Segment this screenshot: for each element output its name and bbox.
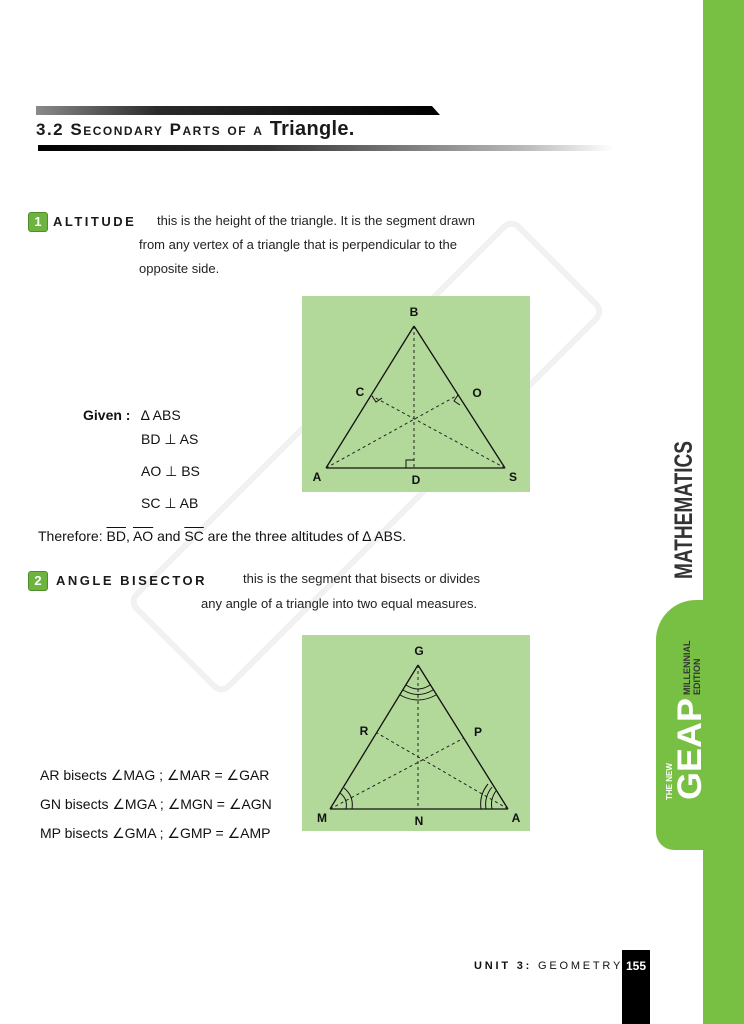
bisector-triangle-diagram: G R P M N A — [317, 644, 521, 828]
given-label: Given : — [83, 407, 131, 423]
angle-arc-a2 — [485, 786, 493, 810]
label-a2: A — [512, 811, 521, 825]
altitude-term: ALTITUDE — [53, 214, 137, 229]
bisector-definition-line-2: any angle of a triangle into two equal m… — [201, 596, 478, 611]
angle-arc-a3 — [480, 783, 489, 810]
conclusion-text: are the three altitudes of ∆ ABS. — [207, 528, 407, 544]
altitude-definition-line-3: opposite side. — [139, 261, 220, 276]
section-title-prefix: Secondary Parts of a — [70, 120, 264, 139]
segment-sc: SC — [184, 528, 204, 544]
bisector-figure: G R P M N A — [302, 635, 530, 831]
angle-arc-m1 — [339, 792, 347, 810]
and-word: and — [157, 528, 181, 544]
brand-small-text: THE NEW — [665, 763, 674, 800]
section-title-word: Triangle. — [269, 118, 355, 140]
label-b: B — [410, 305, 419, 319]
given-3: AO ⊥ BS — [141, 463, 200, 479]
given-1: ∆ ABS — [141, 407, 181, 423]
bisector-statement-3: MP bisects ∠GMA ; ∠GMP = ∠AMP — [40, 825, 271, 841]
segment-bd: BD — [106, 528, 126, 544]
edition-line-2: EDITION — [692, 658, 702, 695]
page-number-box — [622, 950, 650, 1024]
altitude-definition-line-1: this is the height of the triangle. It i… — [157, 213, 475, 228]
section-title: 3.2 Secondary Parts of a Triangle. — [36, 118, 355, 141]
altitude-ao — [325, 394, 459, 469]
altitude-figure: B C O A D S — [302, 296, 530, 492]
subject-label: MATHEMATICS — [670, 441, 698, 579]
unit-name: GEOMETRY — [537, 960, 624, 972]
side-gm — [329, 664, 419, 810]
bisector-definition-line-1: this is the segment that bisects or divi… — [243, 571, 481, 586]
bisector-term: ANGLE BISECTOR — [56, 573, 208, 588]
angle-arc-g3 — [399, 694, 437, 701]
side-ab — [325, 325, 415, 469]
label-n: N — [415, 814, 424, 828]
label-m: M — [317, 811, 327, 825]
side-ga — [417, 664, 509, 810]
label-g: G — [414, 644, 423, 658]
therefore-label: Therefore: — [38, 528, 103, 544]
right-angle-d — [405, 459, 414, 468]
right-angle-o — [453, 394, 461, 406]
label-r: R — [360, 724, 369, 738]
header-top-bar — [36, 106, 440, 115]
altitude-definition-line-2: from any vertex of a triangle that is pe… — [139, 237, 457, 252]
brand-logo: THE NEW GEAP MILLENNIAL EDITION — [665, 640, 709, 800]
segment-ao: AO — [132, 528, 154, 544]
label-a: A — [313, 470, 322, 484]
right-angle-c — [371, 395, 383, 403]
angle-arc-g1 — [402, 689, 434, 695]
brand-tab — [656, 600, 744, 850]
altitude-number-badge: 1 — [28, 212, 48, 232]
altitude-sc — [371, 395, 506, 469]
header-bottom-bar — [38, 145, 613, 151]
bisector-ar — [376, 732, 509, 810]
bisector-statement-1: AR bisects ∠MAG ; ∠MAR = ∠GAR — [40, 767, 270, 783]
given-4: SC ⊥ AB — [141, 495, 199, 511]
given-2: BD ⊥ AS — [141, 431, 199, 447]
angle-arc-a1 — [491, 790, 497, 810]
section-number: 3.2 — [36, 120, 65, 139]
angle-arc-g2 — [405, 684, 431, 690]
side-band — [703, 0, 744, 1024]
label-d: D — [412, 473, 421, 487]
label-p: P — [474, 725, 482, 739]
unit-number: UNIT 3: — [474, 960, 533, 972]
label-s: S — [509, 470, 517, 484]
bisector-mp — [329, 737, 465, 810]
altitude-triangle-diagram: B C O A D S — [313, 305, 517, 487]
bisector-number-badge: 2 — [28, 571, 48, 591]
angle-arc-m2 — [343, 787, 353, 810]
unit-label: UNIT 3: GEOMETRY — [474, 960, 623, 972]
label-o: O — [472, 386, 481, 400]
edition-line-1: MILLENNIAL — [682, 640, 692, 695]
bisector-statement-2: GN bisects ∠MGA ; ∠MGN = ∠AGN — [40, 796, 272, 812]
altitude-conclusion: Therefore: BD, AO and SC are the three a… — [38, 528, 407, 544]
side-bs — [413, 325, 506, 469]
subject-text: MATHEMATICS — [670, 441, 698, 579]
page-number: 155 — [625, 959, 647, 973]
label-c: C — [356, 385, 365, 399]
brand-text: GEAP — [671, 698, 709, 800]
